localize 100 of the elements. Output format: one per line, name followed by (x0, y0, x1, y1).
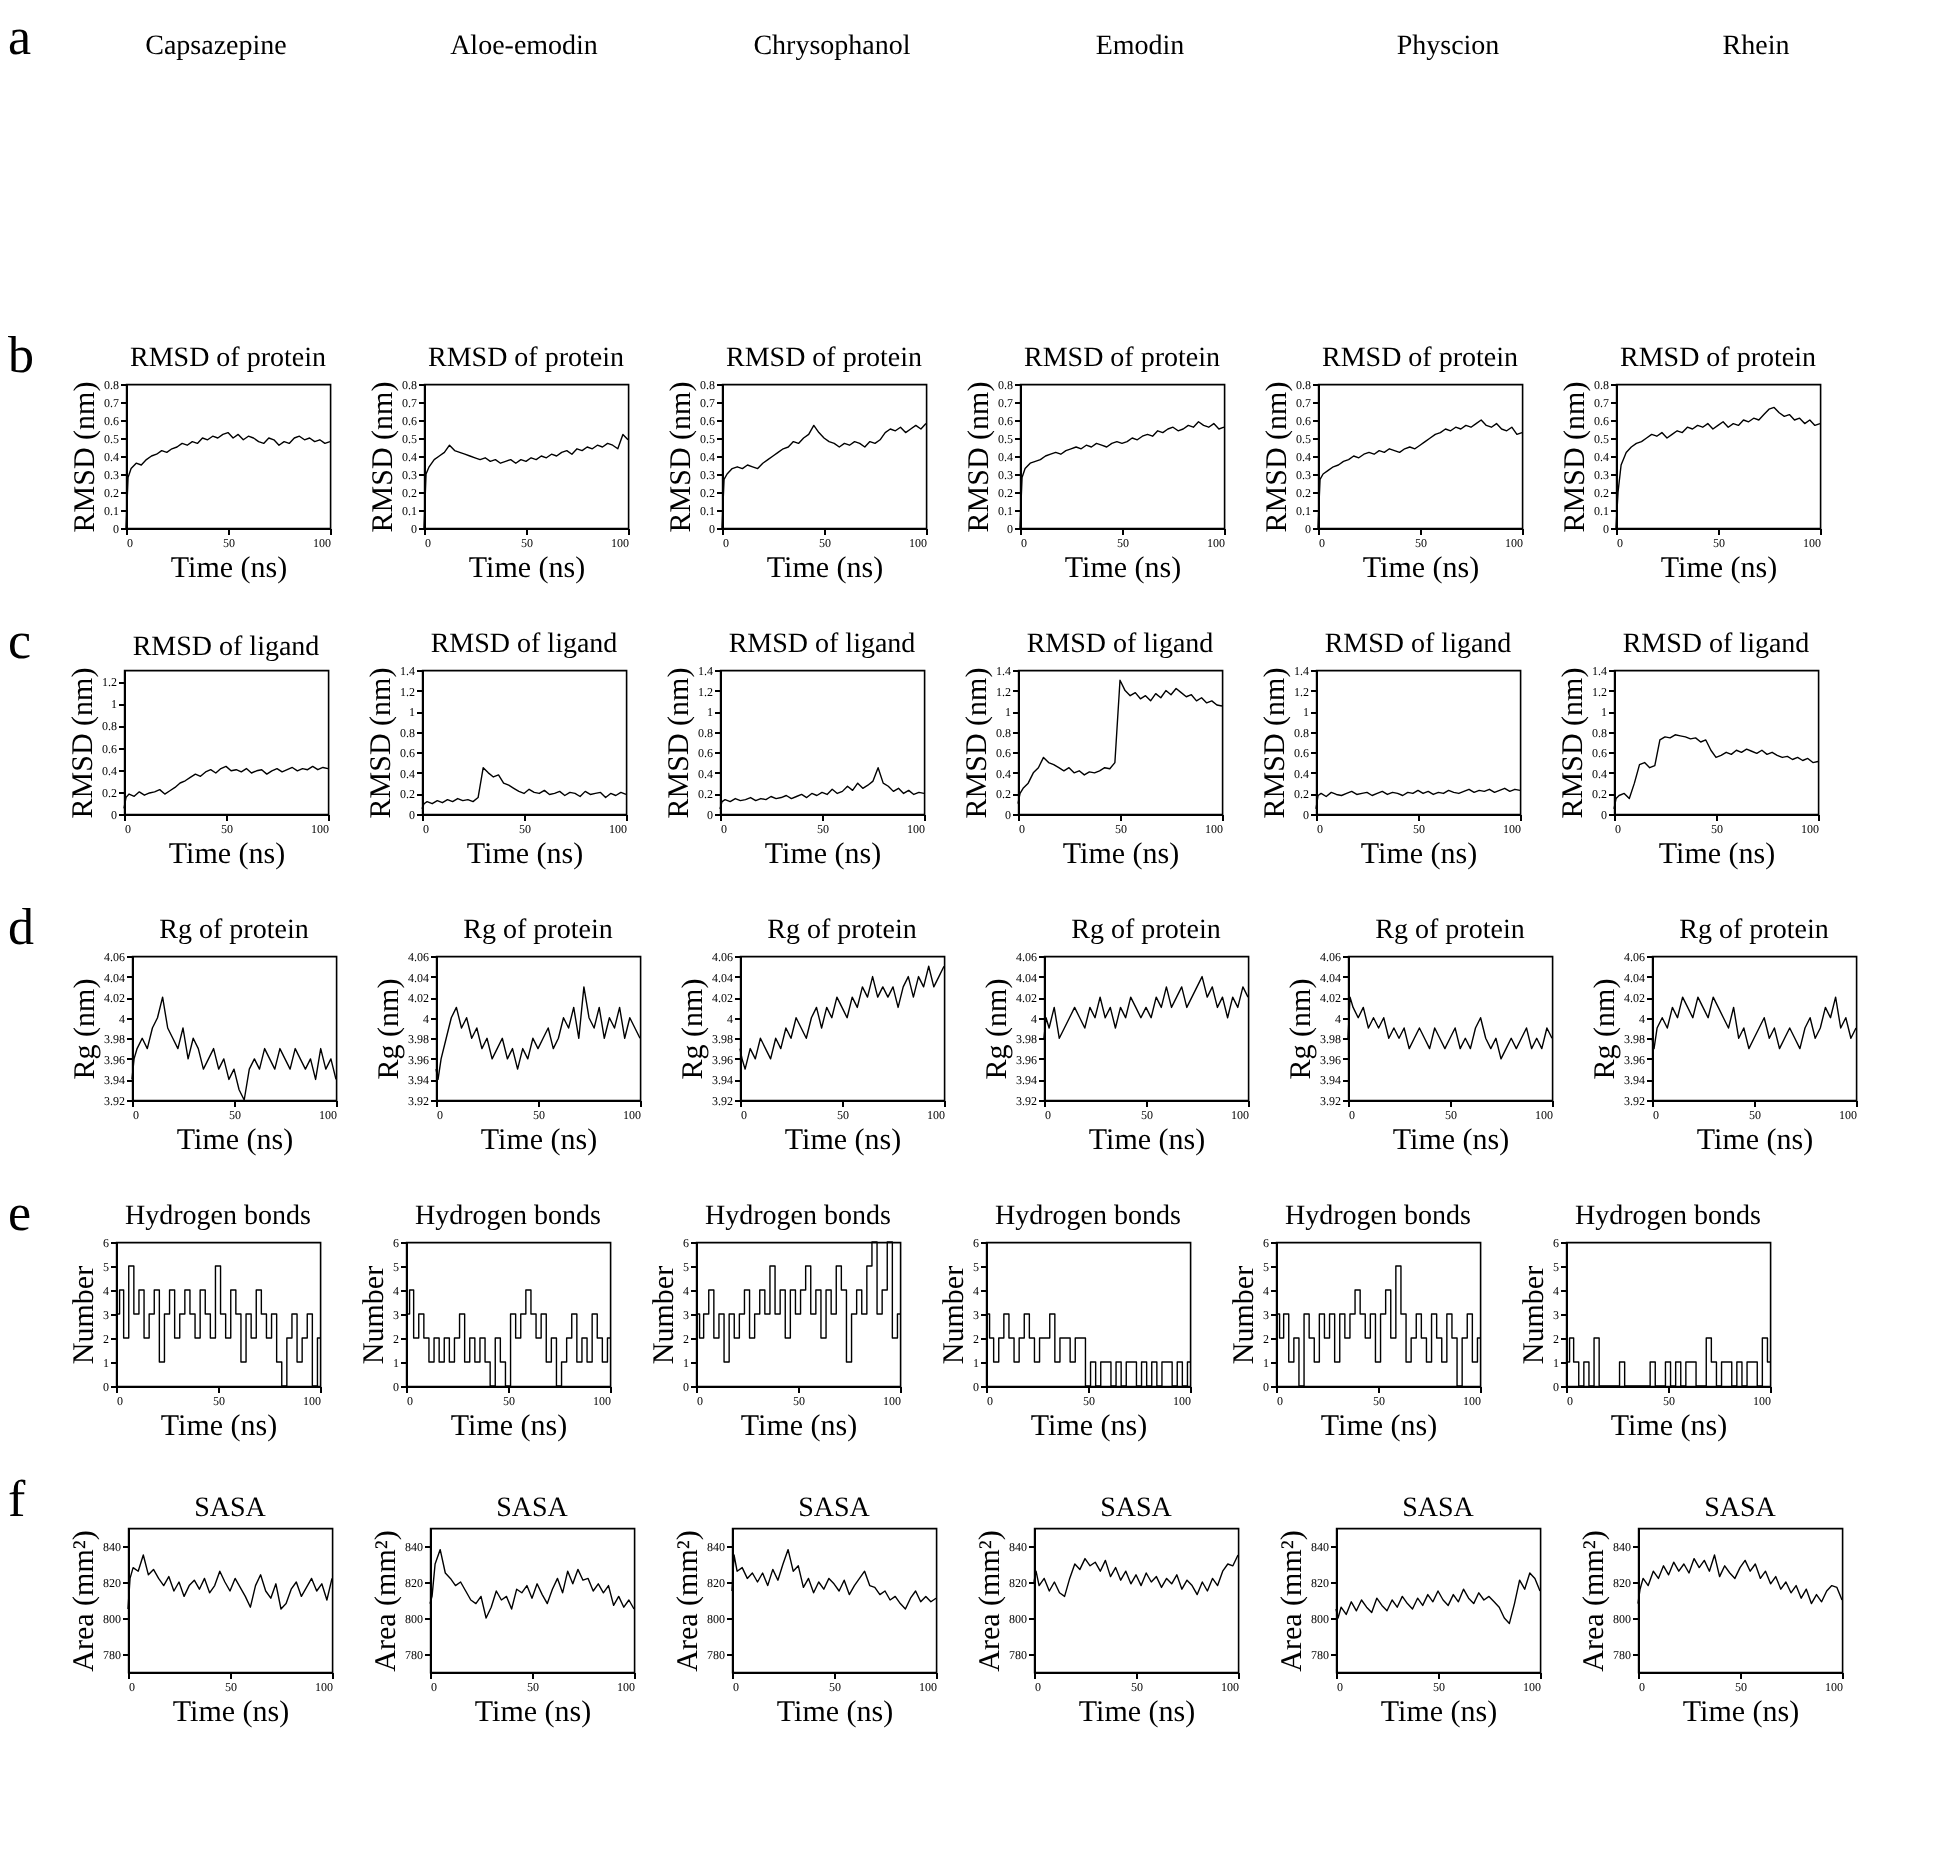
y-axis-title: Rg (nm) (678, 978, 710, 1080)
y-axis-title: Number (1229, 1265, 1261, 1365)
x-axis-title: Time (ns) (766, 553, 884, 585)
y-axis-title: RMSD (nm) (70, 381, 102, 533)
chart-title: RMSD of protein (1620, 344, 1816, 374)
x-axis-title: Time (ns) (1064, 553, 1182, 585)
y-axis-title: Rg (nm) (374, 978, 406, 1080)
y-axis-title: Number (1519, 1265, 1551, 1365)
chart-title: Hydrogen bonds (415, 1202, 601, 1232)
chart-title: RMSD of protein (130, 344, 326, 374)
text: Emodin (1095, 32, 1185, 62)
chart-title: SASA (1402, 1494, 1476, 1524)
y-axis-title: Area (mm²) (1277, 1530, 1309, 1672)
chart-title: RMSD of protein (428, 344, 624, 374)
x-axis-title: Time (ns) (1682, 1697, 1800, 1729)
x-axis-title: Time (ns) (1392, 1125, 1510, 1157)
y-axis-title: Rg (nm) (982, 978, 1014, 1080)
x-axis-title: Time (ns) (480, 1125, 598, 1157)
chart-title: RMSD of ligand (1622, 630, 1810, 660)
text: a (8, 8, 32, 66)
x-axis-title: Time (ns) (168, 839, 286, 871)
chart-title: Rg of protein (1071, 916, 1221, 946)
chart-title: RMSD of protein (726, 344, 922, 374)
chart-title: Rg of protein (463, 916, 613, 946)
text: Chrysophanol (753, 32, 911, 62)
text: d (8, 898, 34, 956)
x-axis-title: Time (ns) (1696, 1125, 1814, 1157)
x-axis-title: Time (ns) (1380, 1697, 1498, 1729)
y-axis-title: Area (mm²) (673, 1530, 705, 1672)
y-axis-title: RMSD (nm) (666, 381, 698, 533)
chart-title: Hydrogen bonds (705, 1202, 891, 1232)
y-axis-title: Rg (nm) (70, 978, 102, 1080)
chart-title: Hydrogen bonds (995, 1202, 1181, 1232)
chart-title: RMSD of ligand (1026, 630, 1214, 660)
text: e (8, 1184, 32, 1242)
x-axis-title: Time (ns) (474, 1697, 592, 1729)
text: Capsazepine (145, 32, 287, 62)
y-axis-title: RMSD (nm) (366, 667, 398, 819)
y-axis-title: RMSD (nm) (368, 381, 400, 533)
x-axis-title: Time (ns) (1660, 553, 1778, 585)
y-axis-title: Number (939, 1265, 971, 1365)
x-axis-title: Time (ns) (1658, 839, 1776, 871)
text: f (8, 1470, 26, 1528)
x-axis-title: Time (ns) (1078, 1697, 1196, 1729)
y-axis-title: Area (mm²) (975, 1530, 1007, 1672)
chart-title: Rg of protein (1375, 916, 1525, 946)
chart-title: Rg of protein (159, 916, 309, 946)
y-axis-title: Area (mm²) (1579, 1530, 1611, 1672)
y-axis-title: Rg (nm) (1286, 978, 1318, 1080)
x-axis-title: Time (ns) (176, 1125, 294, 1157)
chart-title: RMSD of protein (1024, 344, 1220, 374)
chart-title: Rg of protein (767, 916, 917, 946)
x-axis-title: Time (ns) (740, 1411, 858, 1443)
y-axis-title: RMSD (nm) (1560, 381, 1592, 533)
chart-title: Hydrogen bonds (125, 1202, 311, 1232)
chart-title: SASA (496, 1494, 570, 1524)
x-axis-title: Time (ns) (1088, 1125, 1206, 1157)
chart-title: RMSD of ligand (728, 630, 916, 660)
chart-title: RMSD of ligand (132, 632, 320, 663)
x-axis-title: Time (ns) (776, 1697, 894, 1729)
x-axis-title: Time (ns) (784, 1125, 902, 1157)
text: Rhein (1722, 32, 1790, 62)
chart-title: SASA (798, 1494, 872, 1524)
y-axis-title: RMSD (nm) (964, 381, 996, 533)
y-axis-title: Number (649, 1265, 681, 1365)
x-axis-title: Time (ns) (170, 553, 288, 585)
x-axis-title: Time (ns) (1360, 839, 1478, 871)
y-axis-title: Rg (nm) (1590, 978, 1622, 1080)
y-axis-title: RMSD (nm) (1558, 667, 1590, 819)
x-axis-title: Time (ns) (468, 553, 586, 585)
x-axis-title: Time (ns) (1362, 553, 1480, 585)
y-axis-title: Number (359, 1265, 391, 1365)
chart-title: SASA (194, 1494, 268, 1524)
chart-title: SASA (1704, 1494, 1778, 1524)
chart-title: RMSD of ligand (1324, 630, 1512, 660)
text: c (8, 612, 32, 670)
x-axis-title: Time (ns) (160, 1411, 278, 1443)
y-axis-title: RMSD (nm) (1262, 381, 1294, 533)
x-axis-title: Time (ns) (450, 1411, 568, 1443)
x-axis-title: Time (ns) (1610, 1411, 1728, 1443)
chart-title: RMSD of protein (1322, 344, 1518, 374)
text: Physcion (1396, 32, 1500, 62)
x-axis-title: Time (ns) (1062, 839, 1180, 871)
x-axis-title: Time (ns) (1030, 1411, 1148, 1443)
y-axis-title: Number (69, 1265, 101, 1365)
y-axis-title: Area (mm²) (371, 1530, 403, 1672)
y-axis-title: Area (mm²) (69, 1530, 101, 1672)
y-axis-title: RMSD (nm) (68, 667, 100, 819)
y-axis-title: RMSD (nm) (664, 667, 696, 819)
chart-title: SASA (1100, 1494, 1174, 1524)
x-axis-title: Time (ns) (172, 1697, 290, 1729)
chart-title: Hydrogen bonds (1575, 1202, 1761, 1232)
x-axis-title: Time (ns) (466, 839, 584, 871)
text: Aloe-emodin (450, 32, 598, 62)
y-axis-title: RMSD (nm) (962, 667, 994, 819)
x-axis-title: Time (ns) (764, 839, 882, 871)
text: b (8, 326, 34, 384)
chart-title: Hydrogen bonds (1285, 1202, 1471, 1232)
x-axis-title: Time (ns) (1320, 1411, 1438, 1443)
y-axis-title: RMSD (nm) (1260, 667, 1292, 819)
